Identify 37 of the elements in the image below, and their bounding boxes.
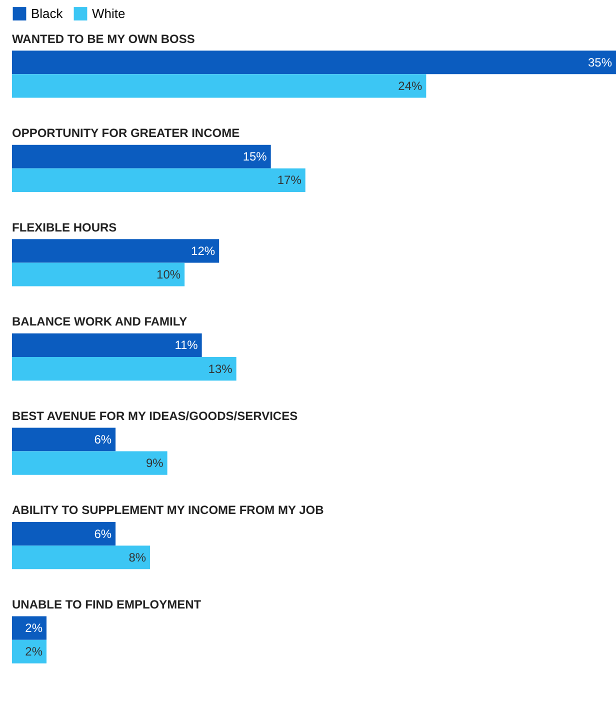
y-tick-label: UNABLE TO FIND EMPLOYMENT (12, 598, 202, 612)
data-label: 8% (128, 550, 146, 564)
y-tick-label: OPPORTUNITY FOR GREATER INCOME (12, 126, 240, 140)
y-tick-label: BALANCE WORK AND FAMILY (12, 314, 188, 329)
bar (12, 616, 47, 640)
data-label: 35% (588, 55, 612, 70)
bar (12, 428, 116, 452)
legend-label: Black (31, 6, 64, 21)
bar (12, 333, 202, 357)
data-label: 6% (94, 432, 112, 446)
data-label: 10% (156, 268, 181, 282)
bar (12, 546, 150, 570)
data-label: 11% (174, 338, 198, 352)
data-label: 2% (25, 621, 43, 636)
y-tick-label: FLEXIBLE HOURS (12, 220, 117, 234)
bar (12, 239, 220, 263)
bar (12, 144, 271, 168)
data-label: 17% (277, 173, 302, 188)
legend-label: White (92, 6, 126, 21)
data-label: 15% (242, 150, 268, 164)
bar (12, 357, 236, 381)
bar (12, 168, 306, 192)
data-label: 24% (398, 78, 422, 93)
y-tick-label: WANTED TO BE MY OWN BOSS (12, 32, 195, 46)
y-tick-label: ABILITY TO SUPPLEMENT MY INCOME FROM MY JOB (12, 503, 324, 518)
bar (12, 522, 116, 546)
bar (12, 640, 47, 664)
data-label: 2% (25, 644, 43, 659)
bar (12, 262, 185, 286)
data-label: 13% (208, 362, 233, 376)
bar (12, 451, 168, 475)
bar (12, 50, 616, 74)
data-label: 6% (94, 526, 112, 541)
data-label: 9% (146, 456, 164, 470)
data-label: 12% (191, 244, 216, 258)
bar (12, 74, 426, 98)
y-tick-label: BEST AVENUE FOR MY IDEAS/GOODS/SERVICES (12, 408, 298, 423)
